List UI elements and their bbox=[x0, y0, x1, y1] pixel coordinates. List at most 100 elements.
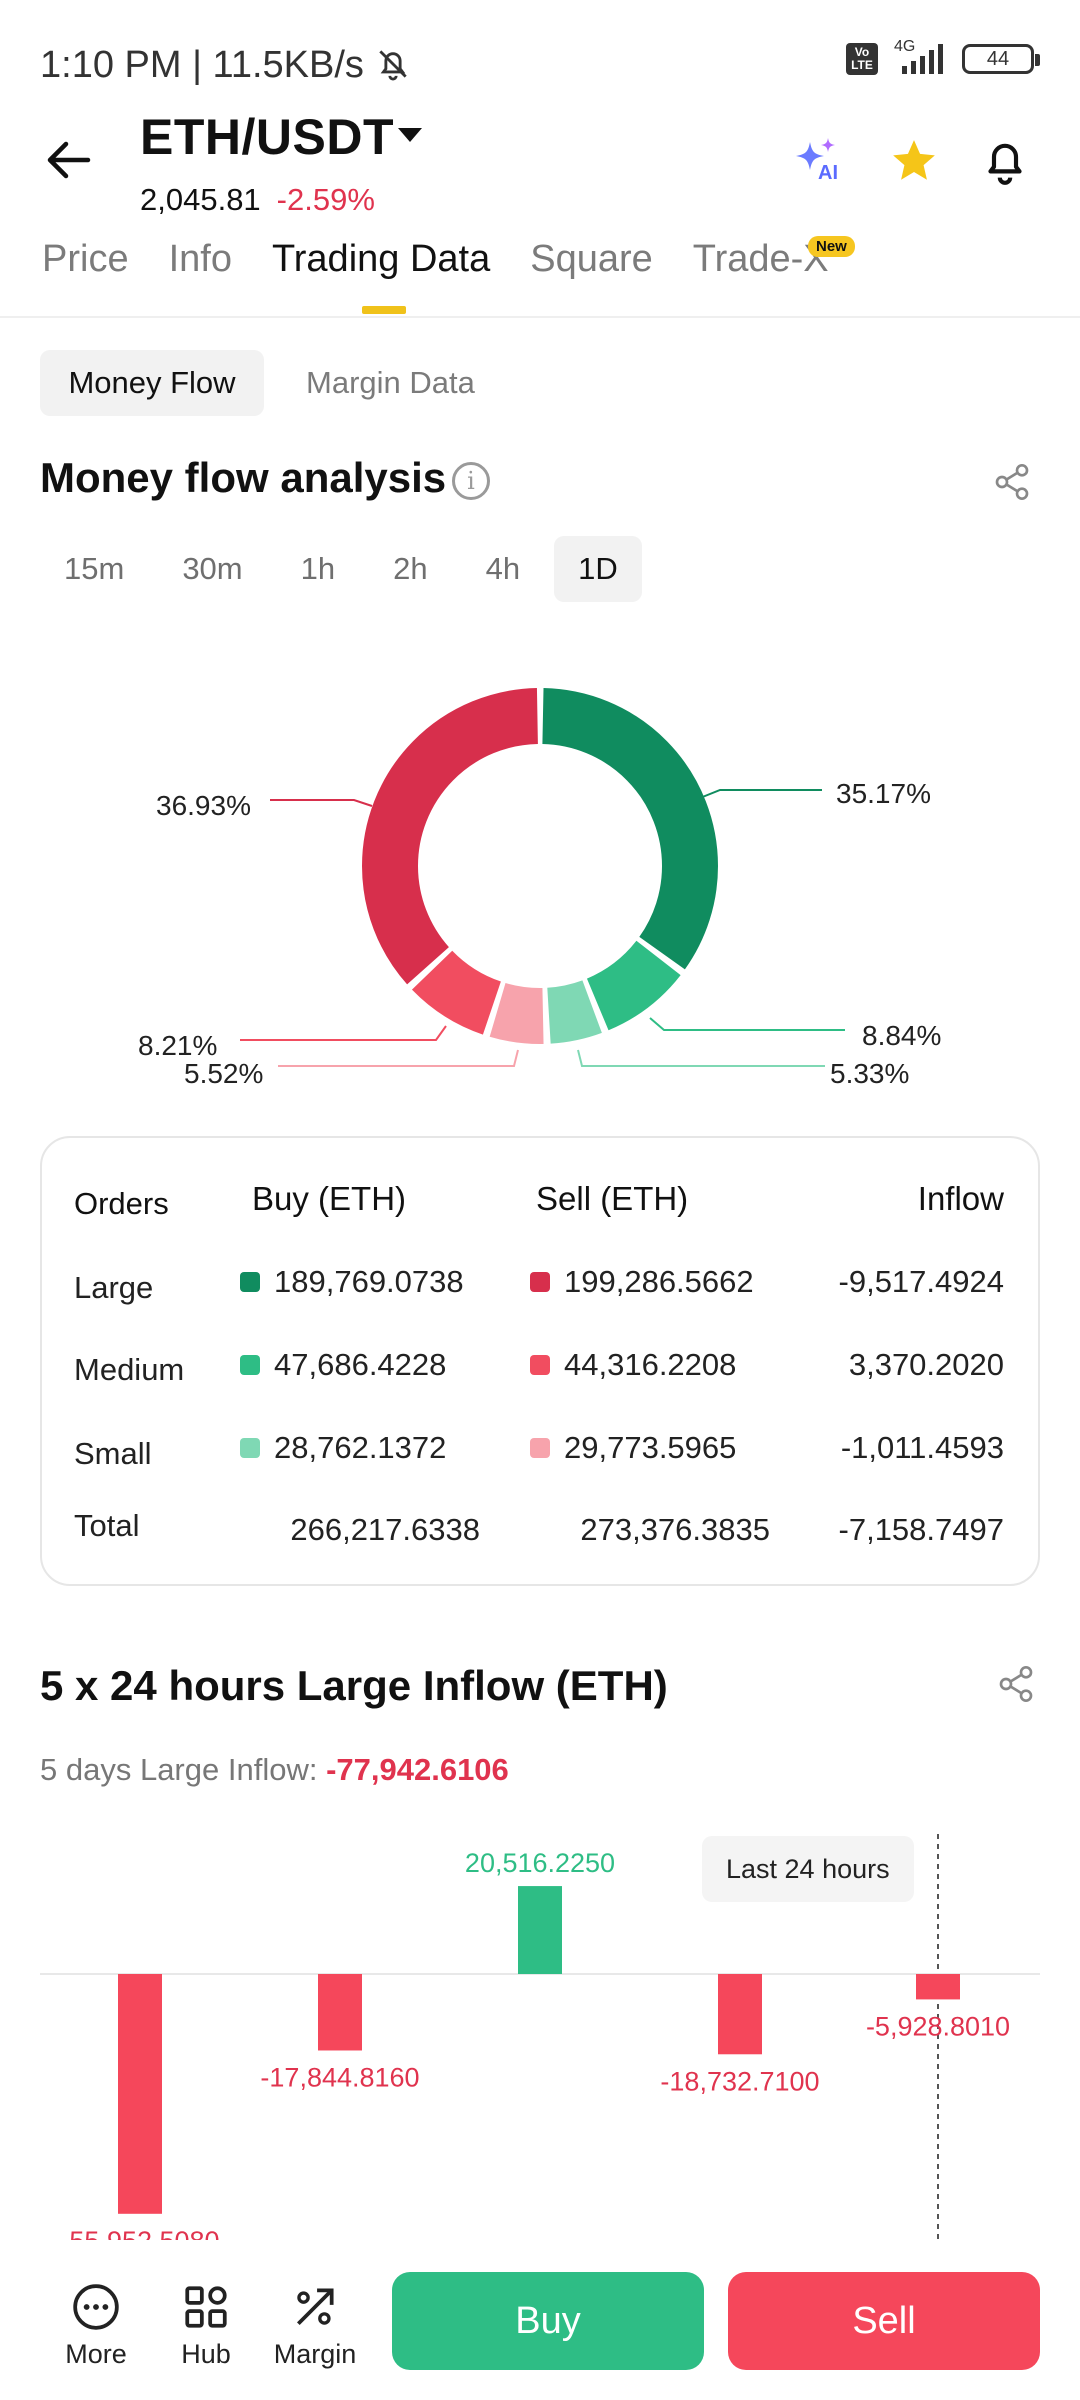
leader-line-medium-buy bbox=[649, 1017, 845, 1031]
buy-button[interactable]: Buy bbox=[392, 2272, 704, 2370]
leader-line-large-buy bbox=[699, 789, 822, 799]
inflow-bar-label: -18,732.7100 bbox=[660, 2066, 819, 2096]
timeframe-1h[interactable]: 1h bbox=[300, 551, 336, 586]
donut-label-large-sell: 36.93% bbox=[156, 790, 251, 821]
donut-slice-large-sell[interactable] bbox=[362, 688, 718, 1044]
tab-trade-x[interactable]: Trade-X bbox=[692, 238, 829, 280]
small-buy-cell: 28,762.1372 bbox=[240, 1430, 446, 1466]
inflow-bar-label: 20,516.2250 bbox=[465, 1848, 615, 1878]
large-buy-cell: 189,769.0738 bbox=[240, 1264, 464, 1300]
inflow-bar-label: -55,952.5080 bbox=[60, 2226, 219, 2240]
col-sell: Sell (ETH) bbox=[536, 1180, 689, 1217]
inflow-bar[interactable] bbox=[318, 1974, 362, 2051]
inflow-bar[interactable] bbox=[916, 1974, 960, 2000]
col-buy: Buy (ETH) bbox=[252, 1180, 407, 1217]
medium-sell-swatch bbox=[530, 1355, 550, 1375]
bell-muted-icon bbox=[379, 50, 408, 81]
battery-icon: 44 bbox=[962, 44, 1040, 74]
leader-line-medium-sell bbox=[240, 1025, 447, 1041]
inflow-bar[interactable] bbox=[718, 1974, 762, 2055]
row-label-total: Total bbox=[74, 1508, 140, 1543]
favorite-star-icon[interactable] bbox=[888, 136, 940, 186]
leader-line-small-buy bbox=[577, 1049, 825, 1067]
margin-button[interactable]: Margin bbox=[270, 2282, 360, 2370]
price-change: -2.59% bbox=[276, 182, 375, 217]
large-sell-cell: 199,286.5662 bbox=[530, 1264, 754, 1300]
timeframe-4h[interactable]: 4h bbox=[485, 551, 521, 586]
inflow-bar[interactable] bbox=[518, 1886, 562, 1974]
hub-button[interactable]: Hub bbox=[166, 2282, 246, 2370]
chevron-down-icon[interactable] bbox=[398, 128, 422, 142]
share-icon[interactable] bbox=[996, 1664, 1036, 1704]
timeframe-2h[interactable]: 2h bbox=[393, 551, 428, 586]
pair-title[interactable]: ETH/USDT bbox=[140, 109, 394, 165]
share-icon[interactable] bbox=[992, 462, 1032, 502]
total-sell-cell: 273,376.3835 bbox=[580, 1512, 770, 1547]
money-flow-donut bbox=[240, 688, 845, 1067]
donut-label-small-buy: 5.33% bbox=[830, 1058, 910, 1089]
signal-icon: 4G bbox=[892, 38, 948, 76]
inflow-bar[interactable] bbox=[118, 1974, 162, 2214]
donut-slice-large-buy[interactable] bbox=[362, 688, 718, 1044]
tabs-divider bbox=[0, 316, 1080, 318]
tab-square[interactable]: Square bbox=[530, 238, 653, 280]
more-button[interactable]: More bbox=[56, 2282, 136, 2370]
donut-label-small-sell: 5.52% bbox=[184, 1058, 264, 1089]
ai-sparkle-icon bbox=[796, 138, 835, 170]
donut-label-large-buy: 35.17% bbox=[836, 778, 931, 809]
leader-line-small-sell bbox=[278, 1049, 519, 1067]
back-arrow-icon[interactable] bbox=[44, 140, 92, 180]
medium-buy-cell: 47,686.4228 bbox=[240, 1347, 446, 1383]
leader-line-large-sell bbox=[270, 799, 373, 807]
tab-trading-data[interactable]: Trading Data bbox=[271, 238, 491, 280]
volte-icon: Vo LTE bbox=[846, 43, 878, 75]
chart-tooltip: Last 24 hours bbox=[702, 1836, 914, 1902]
small-buy-swatch bbox=[240, 1438, 260, 1458]
total-inflow-cell: -7,158.7497 bbox=[838, 1512, 1004, 1547]
timeframe-15m[interactable]: 15m bbox=[64, 551, 125, 586]
small-inflow-cell: -1,011.4593 bbox=[840, 1430, 1004, 1465]
ai-button[interactable]: AI bbox=[790, 136, 846, 188]
large-buy-swatch bbox=[240, 1272, 260, 1292]
new-badge: New bbox=[808, 236, 855, 257]
timeframe-selector: 15m 30m 1h 2h 4h 1D bbox=[40, 536, 642, 602]
medium-inflow-cell: 3,370.2020 bbox=[848, 1347, 1004, 1382]
inflow-bar-label: -17,844.8160 bbox=[260, 2062, 419, 2092]
active-tab-indicator bbox=[362, 306, 406, 314]
large-sell-swatch bbox=[530, 1272, 550, 1292]
status-time: 1:10 PM | 11.5KB/s bbox=[40, 44, 412, 87]
subtab-margin-data[interactable]: Margin Data bbox=[306, 365, 475, 400]
bell-icon[interactable] bbox=[980, 134, 1030, 188]
main-tabs: Price Info Trading Data Square Trade-X bbox=[42, 238, 829, 281]
medium-buy-swatch bbox=[240, 1355, 260, 1375]
row-label-large: Large bbox=[74, 1270, 154, 1305]
small-sell-cell: 29,773.5965 bbox=[530, 1430, 736, 1466]
orders-card bbox=[40, 1136, 1040, 1586]
subtab-money-flow[interactable]: Money Flow bbox=[40, 350, 264, 416]
total-buy-cell: 266,217.6338 bbox=[290, 1512, 480, 1547]
five-day-inflow-summary: 5 days Large Inflow: -77,942.6106 bbox=[40, 1752, 509, 1787]
donut-label-medium-sell: 8.21% bbox=[138, 1030, 218, 1061]
tab-info[interactable]: Info bbox=[168, 238, 232, 280]
money-flow-title: Money flow analysis bbox=[40, 454, 447, 501]
col-orders: Orders bbox=[74, 1186, 169, 1221]
col-inflow: Inflow bbox=[917, 1180, 1004, 1217]
donut-label-medium-buy: 8.84% bbox=[862, 1020, 942, 1051]
price-line: 2,045.81 -2.59% bbox=[140, 182, 375, 218]
sell-button[interactable]: Sell bbox=[728, 2272, 1040, 2370]
large-inflow-chart: -55,952.5080 -17,844.8160 20,516.2250 -18,7… bbox=[40, 1834, 1040, 2240]
large-inflow-title: 5 x 24 hours Large Inflow (ETH) bbox=[40, 1662, 668, 1709]
donut-slice-small-sell[interactable] bbox=[362, 688, 718, 1044]
row-label-medium: Medium bbox=[74, 1352, 185, 1387]
more-icon bbox=[73, 2284, 119, 2330]
tab-price[interactable]: Price bbox=[42, 238, 129, 280]
info-icon[interactable]: i bbox=[452, 462, 490, 500]
margin-icon bbox=[297, 2288, 334, 2325]
timeframe-1d[interactable]: 1D bbox=[554, 536, 642, 602]
timeframe-30m[interactable]: 30m bbox=[182, 551, 243, 586]
large-inflow-cell: -9,517.4924 bbox=[838, 1264, 1004, 1299]
inflow-bar-label: -5,928.8010 bbox=[866, 2011, 1010, 2041]
last-price: 2,045.81 bbox=[140, 182, 261, 217]
status-indicators: Vo LTE 4G 44 bbox=[846, 38, 1040, 76]
medium-sell-cell: 44,316.2208 bbox=[530, 1347, 736, 1383]
